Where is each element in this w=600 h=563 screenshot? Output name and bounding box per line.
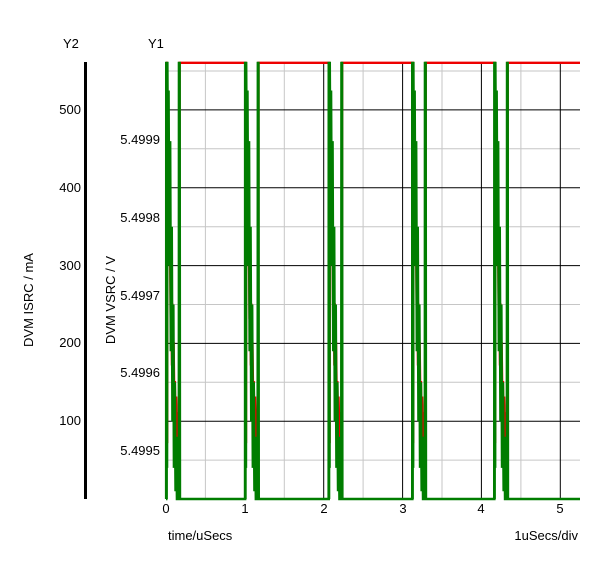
- x-scale-per-div: 1uSecs/div: [514, 528, 578, 543]
- x-axis-title: time/uSecs: [168, 528, 233, 543]
- y2-tick-label: 300: [59, 258, 81, 273]
- y2-tick-label: 400: [59, 180, 81, 195]
- x-tick-label: 3: [399, 501, 407, 516]
- vsrc-trace: [165, 61, 580, 444]
- minor-grid: [166, 62, 580, 499]
- y1-tick-label: 5.4998: [120, 210, 160, 225]
- y2-tick-label: 200: [59, 335, 81, 350]
- x-tick-label: 5: [556, 501, 564, 516]
- y1-tick-label: 5.4996: [120, 365, 160, 380]
- x-tick-label: 4: [477, 501, 485, 516]
- y2-tick-label: 500: [59, 102, 81, 117]
- y2-tick-label: 100: [59, 413, 81, 428]
- major-grid: [165, 62, 580, 499]
- isrc-trace: [164, 61, 580, 501]
- y1-tick-label: 5.4995: [120, 443, 160, 458]
- y2-axis-name: Y2: [63, 36, 79, 51]
- y1-axis-name: Y1: [148, 36, 164, 51]
- y1-tick-label: 5.4999: [120, 132, 160, 147]
- x-tick-label: 2: [320, 501, 328, 516]
- x-tick-label: 1: [241, 501, 249, 516]
- x-tick-label: 0: [162, 501, 170, 516]
- y1-tick-label: 5.4997: [120, 288, 160, 303]
